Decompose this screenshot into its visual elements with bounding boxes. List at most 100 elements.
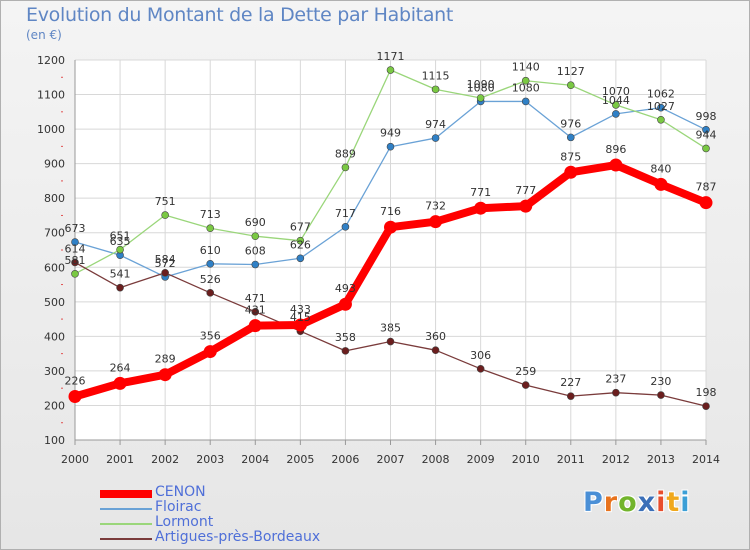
- series-point-3: [612, 388, 620, 397]
- x-tick-label: 2011: [557, 453, 585, 466]
- series-point-2: [116, 245, 124, 254]
- unit-label: (en €): [26, 28, 62, 42]
- data-label: 771: [470, 186, 491, 199]
- data-label: 1140: [512, 61, 540, 74]
- x-tick-label: 2014: [692, 453, 720, 466]
- data-label: 787: [696, 181, 717, 194]
- logo-letter: x: [637, 487, 657, 518]
- data-label: 1070: [602, 85, 630, 98]
- data-label: 356: [200, 330, 221, 343]
- legend-label: Artigues-près-Bordeaux: [155, 529, 321, 545]
- series-point-3: [341, 347, 350, 355]
- series-point-0: [158, 368, 172, 382]
- data-label: 777: [515, 184, 536, 197]
- x-tick-label: 2009: [467, 453, 495, 466]
- legend-label: CENON: [155, 484, 206, 500]
- series-point-0: [293, 318, 307, 332]
- series-point-2: [251, 232, 260, 240]
- data-label: 1171: [377, 50, 405, 63]
- series-point-1: [657, 103, 665, 112]
- logo-letter: t: [666, 487, 681, 518]
- data-label: 415: [290, 311, 311, 324]
- data-label: 716: [380, 205, 401, 218]
- data-label: 610: [200, 244, 221, 257]
- logo-letter: i: [656, 487, 667, 518]
- y-tick-label: 800: [44, 192, 65, 205]
- series-point-3: [657, 391, 665, 399]
- series-point-0: [113, 376, 127, 390]
- series-point-2: [341, 163, 350, 172]
- data-label: 471: [245, 292, 266, 305]
- data-label: 237: [605, 373, 626, 386]
- x-tick-label: 2006: [331, 453, 359, 466]
- x-tick-label: 2001: [106, 453, 134, 466]
- logo-letter: o: [618, 487, 638, 518]
- data-label: 385: [380, 322, 401, 335]
- y-tick-label: 900: [44, 158, 65, 171]
- series-point-1: [206, 260, 215, 268]
- series-point-1: [702, 125, 710, 134]
- data-label: 974: [425, 118, 446, 131]
- series-point-2: [431, 85, 440, 94]
- data-label: 358: [335, 331, 356, 344]
- data-label: 581: [65, 254, 86, 267]
- legend-item: Floirac: [100, 499, 360, 516]
- data-label: 608: [245, 245, 266, 258]
- series-point-3: [566, 392, 575, 400]
- series-point-3: [431, 346, 440, 354]
- data-label: 1044: [602, 94, 630, 107]
- series-point-2: [702, 144, 710, 153]
- series-point-0: [338, 297, 352, 311]
- legend-item: Artigues-près-Bordeaux: [100, 529, 360, 546]
- series-point-0: [68, 389, 82, 403]
- data-label: 889: [335, 147, 356, 160]
- data-label: 226: [65, 374, 86, 387]
- series-point-2: [612, 101, 620, 109]
- series-point-0: [519, 199, 533, 213]
- data-label: 1080: [512, 81, 540, 94]
- series-point-1: [71, 238, 79, 246]
- series-point-1: [431, 134, 440, 142]
- data-label: 751: [155, 195, 176, 208]
- x-tick-label: 2012: [602, 453, 630, 466]
- series-point-1: [341, 223, 350, 231]
- y-tick-label: 700: [44, 227, 65, 240]
- series-point-2: [476, 94, 485, 102]
- legend-swatch: [100, 508, 152, 510]
- x-tick-label: 2004: [241, 453, 269, 466]
- series-point-1: [521, 97, 530, 106]
- series-point-3: [161, 268, 169, 277]
- x-tick-label: 2007: [377, 453, 405, 466]
- series-point-2: [657, 115, 665, 124]
- series-point-3: [476, 365, 485, 373]
- data-label: 541: [110, 268, 131, 281]
- data-label: 431: [245, 304, 266, 317]
- data-label: 289: [155, 353, 176, 366]
- data-label: 264: [110, 361, 131, 374]
- y-tick-label: 500: [44, 296, 65, 309]
- logo-letter: r: [603, 487, 619, 518]
- legend-swatch: [100, 490, 152, 498]
- data-label: 198: [696, 386, 717, 399]
- series-point-2: [386, 66, 395, 74]
- data-label: 1115: [422, 69, 450, 82]
- data-label-layer: 226 264 289 356 431 433 493 716 732 771 777 875 896 8…: [65, 50, 717, 399]
- data-label: 1127: [557, 65, 585, 78]
- data-label: 493: [335, 282, 356, 295]
- y-tick-label: 1000: [37, 123, 65, 136]
- series-point-0: [474, 201, 488, 215]
- data-label: 713: [200, 208, 221, 221]
- legend-swatch: [100, 523, 152, 525]
- data-label: 673: [65, 222, 86, 235]
- data-label: 840: [650, 162, 671, 175]
- series-point-2: [296, 236, 305, 245]
- data-label: 1090: [467, 78, 495, 91]
- data-label: 626: [290, 238, 311, 251]
- data-label: 875: [560, 150, 581, 163]
- data-label: 690: [245, 216, 266, 229]
- data-label: 896: [605, 143, 626, 156]
- series-point-1: [386, 142, 395, 151]
- data-label: 526: [200, 273, 221, 286]
- data-label: 572: [155, 257, 176, 270]
